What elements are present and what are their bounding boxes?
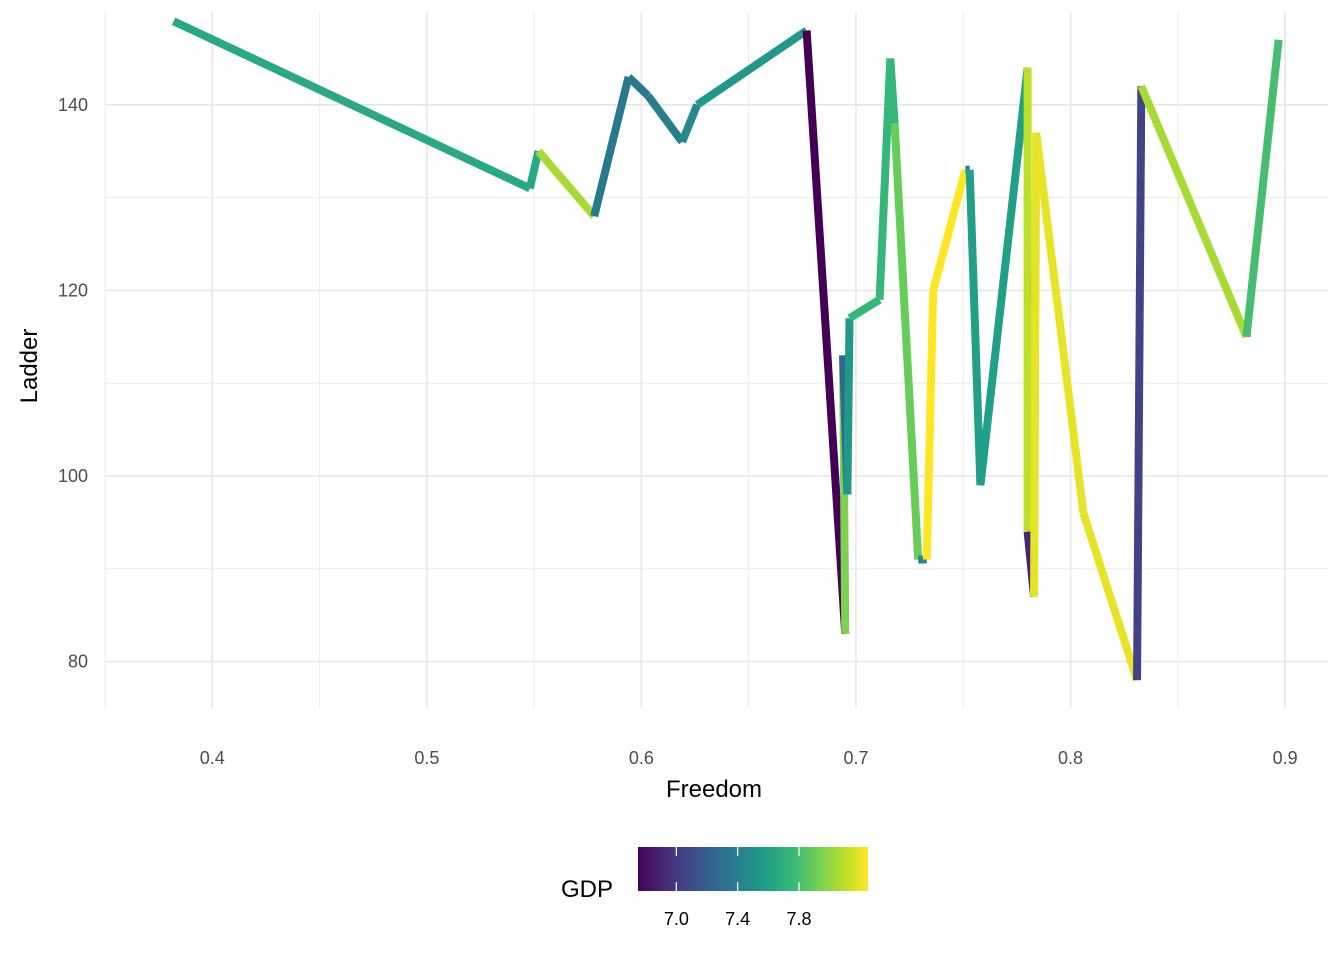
x-axis-title: Freedom — [666, 776, 762, 803]
series-segment — [1032, 132, 1088, 514]
series-segment — [929, 168, 970, 292]
legend-tick-label: 7.4 — [725, 909, 750, 929]
series-segment — [525, 150, 543, 190]
series-line — [171, 17, 1283, 682]
y-tick-label: 100 — [58, 466, 88, 486]
series-segment — [1137, 84, 1251, 339]
series-segment — [694, 27, 809, 109]
series-segment — [847, 296, 882, 322]
x-tick-label: 0.6 — [629, 748, 654, 768]
y-tick-label: 120 — [58, 280, 88, 300]
series-segment — [843, 318, 854, 495]
x-tick-label: 0.4 — [200, 748, 225, 768]
legend-colorbar — [638, 847, 868, 891]
x-axis: 0.4 0.5 0.6 0.7 0.8 0.9 — [200, 748, 1298, 768]
series-segment — [886, 58, 899, 124]
y-axis-title: Ladder — [16, 329, 43, 404]
x-tick-label: 0.5 — [414, 748, 439, 768]
y-axis: 80 100 120 140 — [58, 95, 88, 672]
grid — [104, 12, 1328, 708]
series-segment — [1133, 86, 1146, 681]
series-segment — [890, 123, 923, 560]
series-segment — [590, 76, 633, 218]
x-tick-label: 0.7 — [843, 748, 868, 768]
legend: GDP 7.0 7.4 7.8 — [561, 847, 868, 929]
legend-tick-label: 7.0 — [664, 909, 689, 929]
series-segment — [1030, 132, 1041, 597]
series-segment — [922, 290, 938, 560]
series-segment — [875, 58, 895, 300]
series-segment — [535, 148, 598, 219]
series-segment — [802, 30, 850, 635]
y-tick-label: 80 — [68, 652, 88, 672]
series-segment — [678, 103, 701, 144]
series-segment — [976, 67, 1032, 486]
series-segment — [965, 169, 985, 486]
series-segment — [171, 17, 532, 192]
series-segment — [1242, 39, 1283, 338]
y-tick-label: 140 — [58, 95, 88, 115]
legend-ticks: 7.0 7.4 7.8 — [664, 847, 812, 929]
series-segment — [644, 93, 686, 145]
legend-tick-label: 7.8 — [786, 909, 811, 929]
x-tick-label: 0.8 — [1058, 748, 1083, 768]
series-segment — [625, 74, 651, 99]
x-tick-label: 0.9 — [1273, 748, 1298, 768]
series-segment — [1079, 511, 1141, 682]
legend-title: GDP — [561, 876, 613, 903]
